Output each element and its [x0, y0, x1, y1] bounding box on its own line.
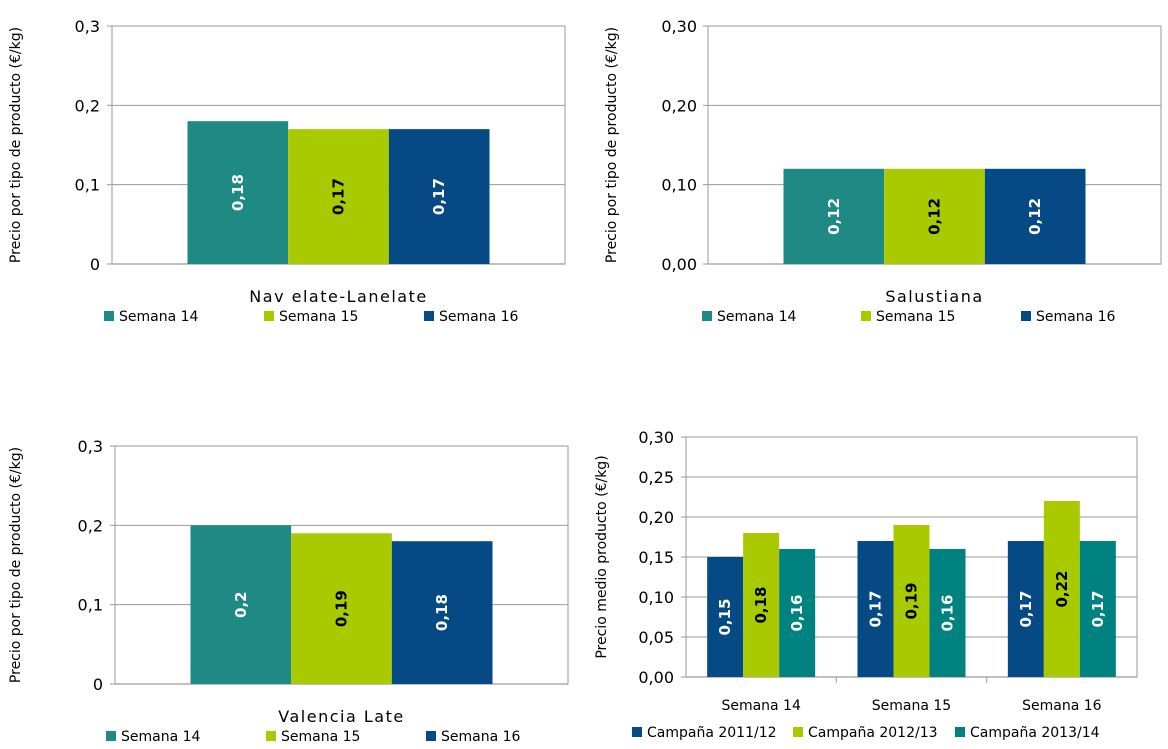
- legend-label: Semana 16: [441, 729, 521, 745]
- data-label: 0,17: [867, 590, 885, 627]
- y-tick-label: 0,3: [78, 437, 103, 456]
- x-category-label: Salustiana: [885, 287, 983, 306]
- bar: [857, 541, 894, 677]
- data-label: 0,22: [1053, 570, 1071, 607]
- y-tick-label: 0,2: [75, 96, 100, 115]
- y-tick-label: 0,1: [78, 596, 103, 615]
- bar: [984, 168, 1086, 264]
- data-label: 0,18: [433, 594, 451, 631]
- legend-label: Semana 15: [876, 309, 955, 325]
- legend-swatch: [955, 727, 965, 737]
- legend-swatch: [424, 311, 434, 321]
- y-tick-label: 0,1: [75, 176, 100, 195]
- y-tick-label: 0: [93, 675, 103, 694]
- bar: [1043, 501, 1080, 677]
- data-label: 0,12: [825, 198, 843, 235]
- data-label: 0,16: [788, 594, 806, 631]
- y-tick-label: 0,3: [75, 17, 100, 36]
- y-tick-label: 0,30: [661, 17, 697, 36]
- data-label: 0,12: [926, 198, 944, 235]
- legend-swatch: [104, 311, 114, 321]
- data-label: 0,17: [1017, 590, 1035, 627]
- x-category-label: Nav elate-Lanelate: [249, 287, 427, 306]
- legend-label: Semana 14: [121, 729, 201, 745]
- bar: [707, 557, 744, 677]
- legend-label: Semana 14: [717, 309, 797, 325]
- x-category-label: Valencia Late: [278, 707, 404, 726]
- y-axis-label: Precio medio producto (€/kg): [594, 455, 610, 658]
- legend-swatch: [426, 731, 436, 741]
- y-tick-label: 0,20: [661, 96, 697, 115]
- y-tick-label: 0,2: [78, 516, 103, 535]
- legend-swatch: [632, 727, 642, 737]
- y-tick-label: 0,20: [638, 508, 674, 527]
- data-label: 0,18: [752, 586, 770, 623]
- legend-swatch: [702, 311, 712, 321]
- bar: [388, 129, 490, 264]
- data-label: 0,15: [716, 598, 734, 635]
- bar: [743, 533, 780, 677]
- x-category-label: Semana 16: [1022, 698, 1102, 714]
- y-tick-label: 0,15: [638, 548, 674, 567]
- bar: [884, 168, 985, 264]
- legend-label: Semana 16: [1036, 309, 1116, 325]
- data-label: 0,17: [330, 178, 348, 215]
- y-tick-label: 0,00: [638, 668, 674, 687]
- data-label: 0,12: [1026, 198, 1044, 235]
- legend-label: Semana 15: [281, 729, 360, 745]
- x-category-label: Semana 15: [872, 698, 951, 714]
- legend-label: Campaña 2011/12: [647, 725, 777, 741]
- bar: [190, 525, 292, 684]
- y-tick-label: 0,10: [638, 588, 674, 607]
- data-label: 0,19: [333, 590, 351, 627]
- y-tick-label: 0,00: [661, 255, 697, 274]
- bar: [1079, 541, 1116, 677]
- data-label: 0,17: [1089, 590, 1107, 627]
- bar: [288, 129, 389, 264]
- legend-swatch: [264, 311, 274, 321]
- legend-swatch: [793, 727, 803, 737]
- data-label: 0,18: [229, 174, 247, 211]
- bar: [1007, 541, 1044, 677]
- data-label: 0,2: [232, 591, 250, 618]
- bar: [783, 168, 885, 264]
- bar: [929, 549, 966, 677]
- x-category-label: Semana 14: [721, 698, 801, 714]
- legend-swatch: [266, 731, 276, 741]
- legend-swatch: [861, 311, 871, 321]
- bar: [291, 533, 392, 684]
- y-tick-label: 0,25: [638, 468, 674, 487]
- legend-swatch: [1021, 311, 1031, 321]
- legend-label: Campaña 2013/14: [970, 725, 1100, 741]
- bar: [893, 525, 930, 677]
- data-label: 0,16: [939, 594, 957, 631]
- y-tick-label: 0,10: [661, 176, 697, 195]
- y-tick-label: 0,05: [638, 628, 674, 647]
- data-label: 0,17: [430, 178, 448, 215]
- y-axis-label: Precio por tipo de producto (€/kg): [604, 27, 620, 263]
- bar: [391, 541, 493, 684]
- y-tick-label: 0: [90, 255, 100, 274]
- data-label: 0,19: [903, 582, 921, 619]
- legend-label: Campaña 2012/13: [808, 725, 938, 741]
- y-tick-label: 0,30: [638, 428, 674, 447]
- legend-label: Semana 16: [439, 309, 519, 325]
- y-axis-label: Precio por tipo de producto (€/kg): [8, 27, 24, 263]
- legend-swatch: [106, 731, 116, 741]
- bar: [779, 549, 816, 677]
- legend-label: Semana 15: [279, 309, 358, 325]
- bar: [187, 121, 289, 264]
- y-axis-label: Precio por tipo de producto (€/kg): [8, 447, 24, 683]
- legend-label: Semana 14: [119, 309, 199, 325]
